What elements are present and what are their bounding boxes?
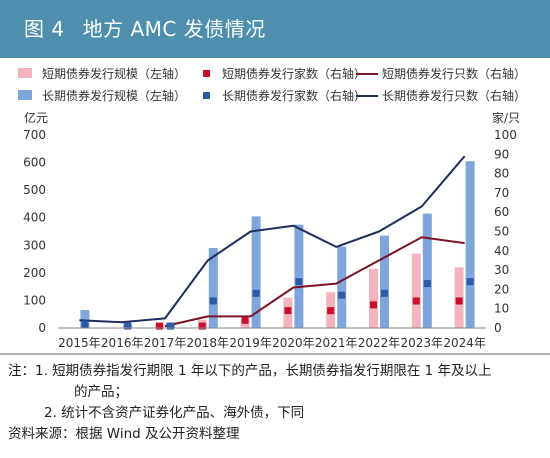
- right-tick-label: 70: [494, 186, 509, 200]
- legend-label-5: 长期债券发行只数（右轴）: [382, 88, 526, 103]
- x-tick-label: 2017年: [144, 336, 187, 350]
- left-tick-label: 100: [23, 293, 46, 307]
- x-tick-label: 2019年: [229, 336, 272, 350]
- short-term-issuer-marker: [284, 307, 292, 315]
- long-term-bar: [294, 224, 304, 328]
- legend-swatch-3: [203, 92, 210, 99]
- bond-issuance-chart: 短期债券发行规模（左轴） 短期债券发行家数（右轴） 短期债券发行只数（右轴） 长期债券…: [0, 66, 550, 355]
- legend-label-0: 短期债券发行规模（左轴）: [42, 66, 186, 81]
- long-term-issuer-marker: [338, 291, 346, 299]
- right-tick-label: 90: [494, 147, 509, 161]
- source-text: 资料来源：根据 Wind 及公开资料整理: [8, 426, 240, 442]
- long-term-issuer-marker: [381, 289, 388, 297]
- x-tick-label: 2015年: [58, 336, 101, 350]
- long-term-bar: [251, 216, 261, 328]
- note-1-continuation: 的产品；: [74, 384, 128, 400]
- short-term-bar: [369, 268, 378, 328]
- figure-title-bar: 图 4 地方 AMC 发债情况: [0, 0, 550, 58]
- short-term-issuer-marker: [327, 307, 335, 315]
- x-tick-label: 2024年: [443, 336, 486, 350]
- x-tick-label: 2018年: [187, 336, 230, 350]
- long-term-bar: [337, 246, 347, 328]
- left-tick-label: 0: [38, 321, 46, 335]
- legend-swatch-2: [203, 70, 210, 77]
- legend-label-2: 短期债券发行家数（右轴）: [222, 66, 366, 81]
- long-term-issuer-marker: [81, 320, 89, 328]
- long-term-issuer-marker: [295, 278, 303, 286]
- short-term-issuer-marker: [156, 322, 163, 330]
- long-term-issuer-marker: [167, 322, 174, 330]
- legend-label-3: 长期债券发行家数（右轴）: [222, 88, 366, 103]
- note-2-text: 2. 统计不含资产证券化产品、海外债，下同: [44, 405, 305, 421]
- legend-label-4: 短期债券发行只数（右轴）: [382, 66, 526, 81]
- legend-swatch-1: [18, 90, 32, 100]
- long-term-bar: [80, 310, 90, 328]
- long-term-issuer-marker: [423, 280, 431, 288]
- figure-label: 图 4: [24, 17, 65, 41]
- right-tick-label: 30: [494, 263, 509, 277]
- left-tick-label: 600: [23, 156, 46, 170]
- right-tick-label: 20: [494, 282, 509, 296]
- long-term-bar: [208, 248, 218, 328]
- long-term-issuer-marker: [209, 297, 217, 305]
- short-term-issuer-marker: [455, 297, 463, 305]
- long-term-issuer-marker: [466, 278, 474, 286]
- long-term-bar: [465, 161, 475, 328]
- long-term-bar: [380, 235, 389, 328]
- right-axis-unit: 家/只: [492, 110, 520, 125]
- long-term-count-line: [79, 155, 466, 324]
- x-tick-label: 2016年: [101, 336, 144, 350]
- short-term-issuer-marker: [198, 322, 206, 330]
- right-tick-label: 10: [494, 302, 509, 316]
- short-term-issuer-marker: [412, 297, 420, 305]
- figure-title: 地方 AMC 发债情况: [82, 17, 266, 41]
- short-term-bar: [411, 253, 421, 328]
- left-tick-label: 200: [23, 266, 46, 280]
- right-tick-label: 40: [494, 244, 509, 258]
- left-tick-label: 300: [23, 238, 46, 252]
- long-term-issuer-marker: [124, 322, 132, 330]
- right-tick-label: 60: [494, 205, 509, 219]
- legend-label-1: 长期债券发行规模（左轴）: [42, 88, 186, 103]
- right-tick-label: 80: [494, 167, 509, 181]
- long-term-bar: [422, 213, 432, 328]
- x-tick-label: 2021年: [315, 336, 358, 350]
- note-prefix: 注：: [8, 363, 35, 379]
- chart-notes: 注： 1. 短期债券指发行期限 1 年以下的产品，长期债券指发行期限在 1 年及…: [8, 361, 548, 445]
- short-term-issuer-marker: [241, 316, 249, 324]
- x-tick-label: 2023年: [401, 336, 444, 350]
- right-tick-label: 50: [494, 225, 509, 239]
- left-axis-unit: 亿元: [24, 110, 48, 125]
- note-1: 注： 1. 短期债券指发行期限 1 年以下的产品，长期债券指发行期限在 1 年及…: [8, 361, 548, 382]
- left-tick-label: 400: [23, 211, 46, 225]
- long-term-issuer-marker: [252, 289, 260, 297]
- left-tick-label: 700: [23, 128, 46, 142]
- x-tick-label: 2022年: [358, 336, 401, 350]
- right-tick-label: 100: [494, 128, 517, 142]
- legend-swatch-0: [18, 68, 32, 78]
- note-1-text: 1. 短期债券指发行期限 1 年以下的产品，长期债券指发行期限在 1 年及以上: [35, 363, 492, 379]
- left-tick-label: 500: [23, 183, 46, 197]
- x-tick-label: 2020年: [272, 336, 315, 350]
- short-term-count-line: [164, 236, 465, 328]
- right-tick-label: 0: [494, 321, 502, 335]
- short-term-issuer-marker: [370, 301, 377, 309]
